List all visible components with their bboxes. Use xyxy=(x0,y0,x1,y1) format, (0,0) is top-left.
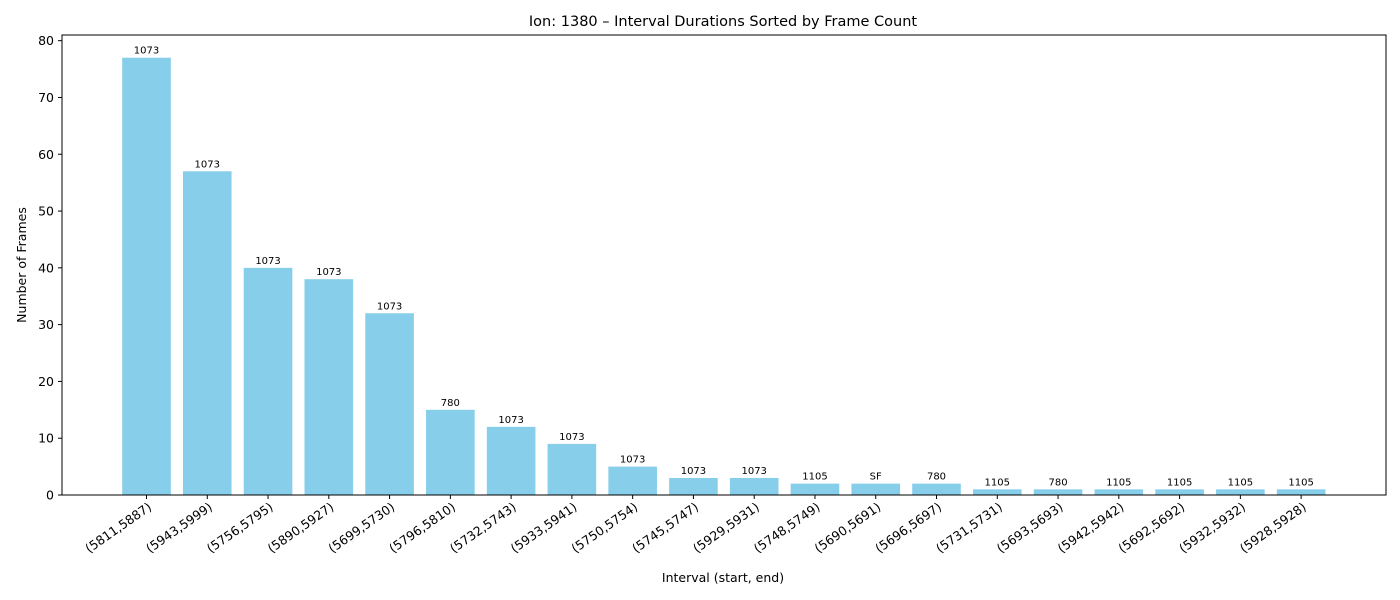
x-tick-label: (5756,5795) xyxy=(204,499,276,556)
y-tick-label: 80 xyxy=(38,33,54,48)
x-tick-label: (5750,5754) xyxy=(568,499,640,556)
bar-value-label: 780 xyxy=(441,398,460,409)
bar xyxy=(1276,489,1326,495)
x-tick-label: (5928,5928) xyxy=(1237,499,1309,556)
bar-value-label: 1073 xyxy=(134,46,159,57)
bar xyxy=(304,279,354,495)
y-tick-label: 60 xyxy=(38,147,54,162)
x-tick-label: (5929,5931) xyxy=(690,499,762,556)
chart-title: Ion: 1380 – Interval Durations Sorted by… xyxy=(529,14,917,30)
x-tick-label: (5932,5932) xyxy=(1176,499,1248,556)
y-tick-label: 10 xyxy=(38,431,54,446)
bar-value-label: 1105 xyxy=(1167,477,1192,488)
bar-value-label: 1073 xyxy=(741,466,766,477)
bar xyxy=(122,57,171,495)
bar-value-label: 1105 xyxy=(1228,477,1253,488)
x-tick-label: (5933,5941) xyxy=(508,499,580,556)
x-tick-label: (5690,5691) xyxy=(811,499,883,556)
bar-value-label: 1105 xyxy=(1106,477,1131,488)
bar xyxy=(243,267,293,495)
bar xyxy=(486,426,536,495)
bar xyxy=(1216,489,1265,495)
bar xyxy=(912,483,961,495)
bar-value-label: 1073 xyxy=(620,455,645,466)
bar xyxy=(182,171,232,495)
y-tick-label: 20 xyxy=(38,374,54,389)
x-tick-label: (5796,5810) xyxy=(386,499,458,556)
x-tick-label: (5748,5749) xyxy=(751,499,823,556)
bar xyxy=(669,477,718,495)
x-tick-label: (5745,5747) xyxy=(629,499,701,556)
y-tick-label: 70 xyxy=(38,90,54,105)
bar xyxy=(790,483,840,495)
bar-value-label: 1105 xyxy=(802,472,827,483)
bar xyxy=(547,443,597,495)
axes-frame xyxy=(61,34,1387,496)
bar xyxy=(426,409,475,495)
bar-value-label: 1073 xyxy=(255,256,280,267)
y-tick-label: 30 xyxy=(38,317,54,332)
x-tick-label: (5811,5887) xyxy=(82,499,154,556)
x-tick-label: (5732,5743) xyxy=(447,499,519,556)
plot-area: 1073 1073 1073 1073 1073 780 1073 1073 1073 1073 1… xyxy=(38,33,1387,556)
bar xyxy=(972,489,1022,495)
bar xyxy=(1033,489,1083,495)
x-tick-label: (5699,5730) xyxy=(325,499,397,556)
x-tick-label: (5943,5999) xyxy=(143,499,215,556)
y-axis-label: Number of Frames xyxy=(14,207,29,323)
bar-value-label: 1073 xyxy=(316,267,341,278)
bar-value-label: 780 xyxy=(1049,477,1068,488)
bar-value-label: 1105 xyxy=(985,477,1010,488)
bar-value-label: 1073 xyxy=(195,159,220,170)
x-tick-label: (5942,5942) xyxy=(1055,499,1127,556)
bar-value-label: 1073 xyxy=(498,415,523,426)
bar-value-label: 1105 xyxy=(1288,477,1313,488)
bar xyxy=(729,477,779,495)
bar xyxy=(1094,489,1144,495)
x-tick-label: (5693,5693) xyxy=(994,499,1066,556)
y-tick-label: 50 xyxy=(38,204,54,219)
x-tick-label: (5890,5927) xyxy=(265,499,337,556)
bar xyxy=(608,466,657,495)
x-tick-label: (5731,5731) xyxy=(933,499,1005,556)
x-tick-label: (5692,5692) xyxy=(1115,499,1187,556)
bar-value-label: 780 xyxy=(927,472,946,483)
x-axis-label: Interval (start, end) xyxy=(662,570,784,585)
y-tick-label: 40 xyxy=(38,260,54,275)
y-tick-label: 0 xyxy=(46,488,54,503)
bar-value-label: SF xyxy=(870,472,882,483)
bar xyxy=(1155,489,1204,495)
bar xyxy=(851,483,901,495)
bar-value-label: 1073 xyxy=(559,432,584,443)
bar xyxy=(365,313,414,495)
x-tick-label: (5696,5697) xyxy=(872,499,944,556)
bar-value-label: 1073 xyxy=(377,301,402,312)
bar-value-label: 1073 xyxy=(681,466,706,477)
